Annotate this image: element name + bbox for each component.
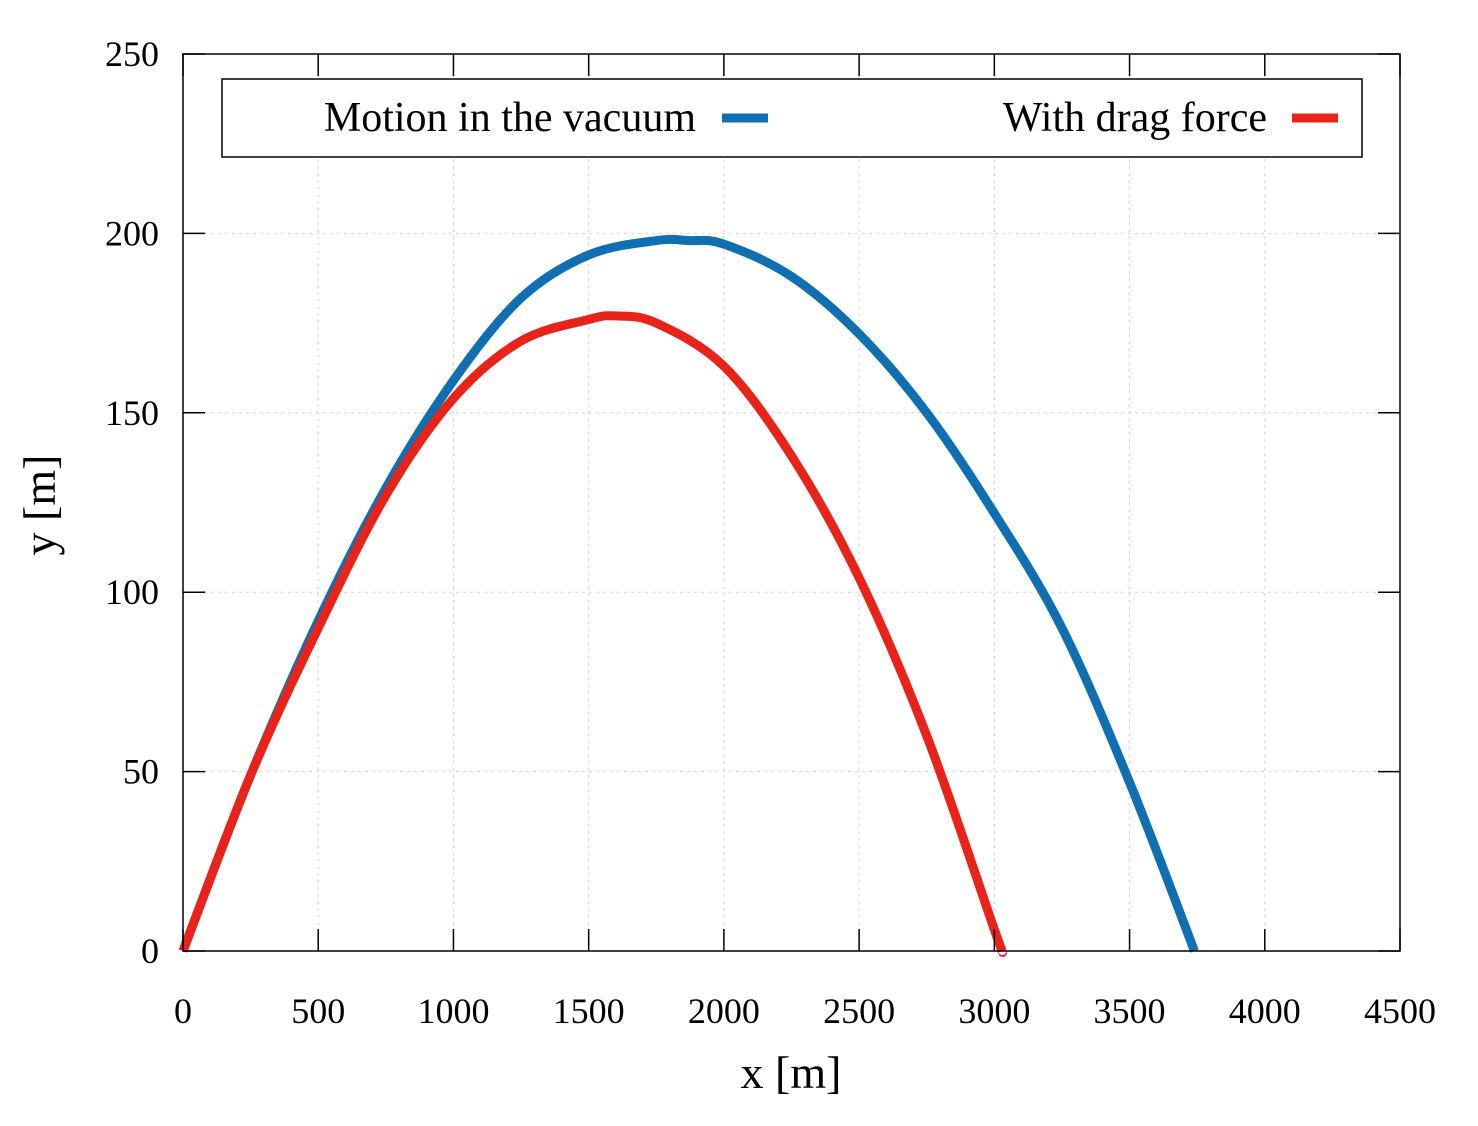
y-tick-label: 150: [105, 393, 159, 433]
x-tick-label: 2500: [823, 991, 895, 1031]
x-tick-label: 1500: [553, 991, 625, 1031]
y-tick-label: 0: [141, 931, 159, 971]
x-tick-label: 4500: [1364, 991, 1436, 1031]
series-line-drag: [178, 311, 1008, 957]
y-axis-label: y [m]: [14, 455, 65, 556]
x-tick-label: 4000: [1229, 991, 1301, 1031]
x-tick-label: 3000: [958, 991, 1030, 1031]
series-layer: [178, 234, 1199, 957]
axis-ticks: [182, 53, 1401, 952]
legend: Motion in the vacuum With drag force: [221, 78, 1363, 158]
y-tick-label: 250: [105, 34, 159, 74]
x-tick-label: 2000: [688, 991, 760, 1031]
y-tick-label: 50: [123, 752, 159, 792]
y-tick-label: 100: [105, 572, 159, 612]
grid-lines: [183, 54, 1400, 951]
tick-labels: 0 500 1000 1500 2000 2500 3000 3500 4000 4500 0 50 1…: [105, 34, 1436, 1031]
x-tick-label: 0: [174, 991, 192, 1031]
x-tick-label: 1000: [417, 991, 489, 1031]
x-axis-label: x [m]: [741, 1047, 842, 1098]
legend-label-drag: With drag force: [1003, 95, 1267, 141]
legend-label-vacuum: Motion in the vacuum: [324, 95, 696, 141]
x-tick-label: 3500: [1094, 991, 1166, 1031]
legend-box: [221, 78, 1363, 158]
x-tick-label: 500: [291, 991, 345, 1031]
plot-frame: [182, 53, 1401, 952]
y-tick-label: 200: [105, 213, 159, 253]
